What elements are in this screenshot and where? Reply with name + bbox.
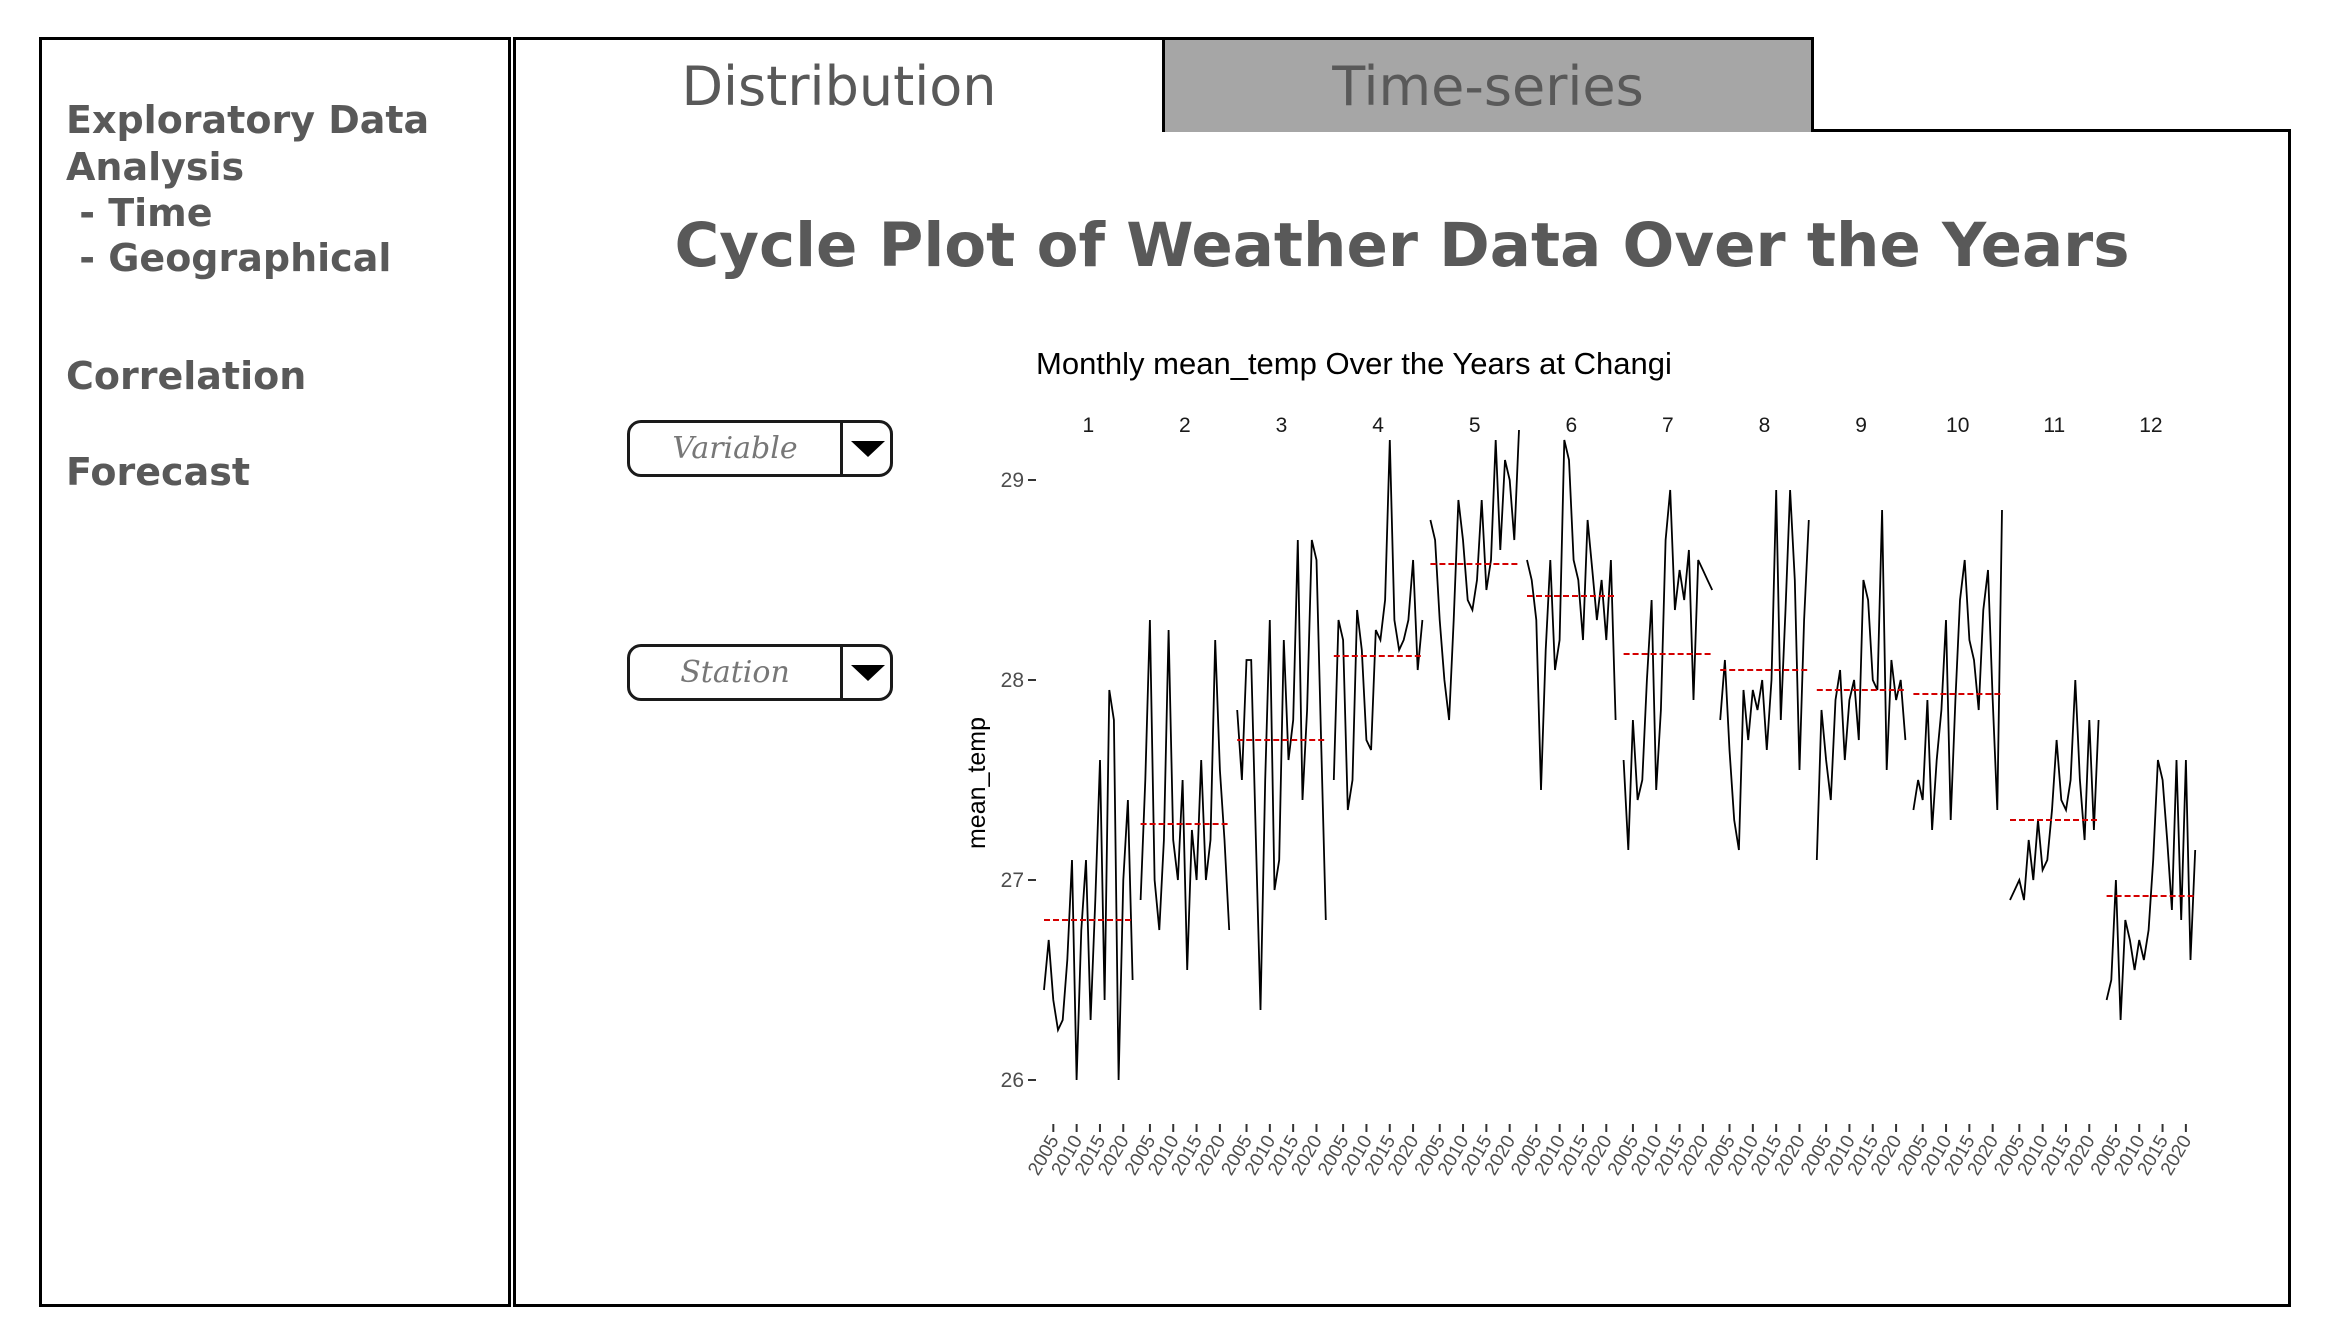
facet-label: 1 [1082,414,1094,437]
y-tick-label: 27 [1001,869,1024,892]
tab-time-series-label: Time-series [1332,54,1644,118]
series-line [1719,489,1810,851]
series-line [1043,689,1134,1081]
series-line [1912,509,2003,831]
series-line [1622,489,1714,851]
nav-exploratory-data-analysis[interactable]: Exploratory Data Analysis - Time - Geogr… [66,97,429,281]
tab-distribution[interactable]: Distribution [513,37,1165,132]
chart-title: Monthly mean_temp Over the Years at Chan… [1036,346,1672,381]
main-panel [513,129,2291,1307]
nav-eda-geographical[interactable]: - Geographical [66,236,392,280]
facet-label: 2 [1179,414,1191,437]
facet-label: 7 [1662,414,1674,437]
chart-y-axis-label: mean_temp [963,717,991,849]
variable-dropdown-placeholder: Variable [672,431,798,466]
station-dropdown[interactable]: Station [627,644,893,701]
series-line [2009,679,2100,901]
series-line [1139,619,1231,971]
nav-forecast[interactable]: Forecast [66,450,250,494]
cycle-plot-chart: Monthly mean_temp Over the Years at Chan… [963,346,2197,1179]
series-line [2105,759,2197,1021]
facet-label: 5 [1469,414,1481,437]
y-tick-label: 29 [1001,469,1024,492]
nav-correlation[interactable]: Correlation [66,354,307,398]
facet-label: 9 [1855,414,1867,437]
nav-eda-line-2: Analysis [66,145,245,189]
facet-label: 8 [1759,414,1771,437]
y-tick-label: 28 [1001,669,1024,692]
series-line [1526,439,1617,791]
page-title: Cycle Plot of Weather Data Over the Year… [674,210,2130,281]
series-line [1332,439,1424,811]
series-line [1236,539,1327,1011]
facet-label: 6 [1565,414,1577,437]
facet-label: 12 [2139,414,2162,437]
station-dropdown-button[interactable] [840,647,893,698]
variable-dropdown[interactable]: Variable [627,420,893,477]
series-line [1429,429,1520,721]
facet-label: 3 [1276,414,1288,437]
sidebar: Exploratory Data Analysis - Time - Geogr… [39,37,511,1307]
tab-time-series[interactable]: Time-series [1162,37,1814,132]
facet-label: 4 [1372,414,1384,437]
y-tick-label: 26 [1001,1069,1024,1092]
facet-label: 10 [1946,414,1969,437]
nav-eda-time[interactable]: - Time [66,191,213,235]
tab-distribution-label: Distribution [681,54,997,118]
facet-label: 11 [2043,414,2065,437]
station-dropdown-placeholder: Station [680,655,790,690]
nav-eda-line-1: Exploratory Data [66,98,430,142]
caret-down-icon [851,440,885,457]
variable-dropdown-button[interactable] [840,423,893,474]
caret-down-icon [851,664,885,681]
series-line [1815,509,1907,861]
